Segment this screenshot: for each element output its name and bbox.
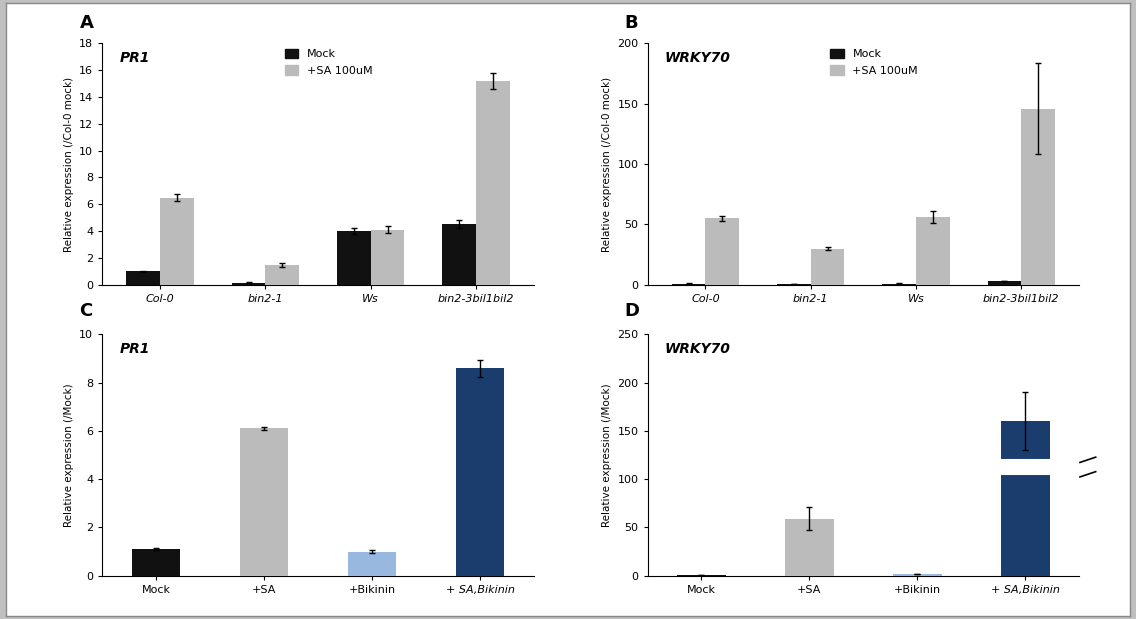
Bar xyxy=(705,219,740,285)
Text: B: B xyxy=(625,14,638,32)
Text: A: A xyxy=(80,14,93,32)
Text: WRKY70: WRKY70 xyxy=(665,51,730,64)
Bar xyxy=(232,283,266,285)
Bar xyxy=(1001,421,1050,576)
Bar xyxy=(987,281,1021,285)
Legend: Mock, +SA 100uM: Mock, +SA 100uM xyxy=(281,44,377,80)
Bar xyxy=(442,224,476,285)
Bar xyxy=(883,284,916,285)
Bar xyxy=(893,574,942,576)
Text: PR1: PR1 xyxy=(119,51,150,64)
Text: D: D xyxy=(625,301,640,319)
Bar xyxy=(370,230,404,285)
Y-axis label: Relative expression (/Mock): Relative expression (/Mock) xyxy=(602,383,612,527)
Text: WRKY70: WRKY70 xyxy=(665,342,730,355)
Bar xyxy=(671,284,705,285)
Legend: Mock, +SA 100uM: Mock, +SA 100uM xyxy=(826,44,922,80)
Bar xyxy=(240,428,289,576)
Bar xyxy=(348,552,396,576)
Bar xyxy=(677,574,726,576)
Bar xyxy=(1001,460,1050,474)
Bar xyxy=(785,519,834,576)
Text: PR1: PR1 xyxy=(119,342,150,355)
Y-axis label: Relative expression (/Col-0 mock): Relative expression (/Col-0 mock) xyxy=(602,77,612,251)
Y-axis label: Relative expression (/Mock): Relative expression (/Mock) xyxy=(64,383,74,527)
Text: C: C xyxy=(80,301,93,319)
Bar xyxy=(126,271,160,285)
Y-axis label: Relative expression (/Col-0 mock): Relative expression (/Col-0 mock) xyxy=(64,77,74,251)
Bar xyxy=(266,264,299,285)
Bar xyxy=(160,197,194,285)
Bar xyxy=(811,248,844,285)
Bar xyxy=(777,284,811,285)
Bar xyxy=(1021,108,1055,285)
Bar xyxy=(916,217,950,285)
Bar xyxy=(456,368,504,576)
Bar xyxy=(132,549,181,576)
Bar xyxy=(476,81,510,285)
Bar xyxy=(337,231,370,285)
